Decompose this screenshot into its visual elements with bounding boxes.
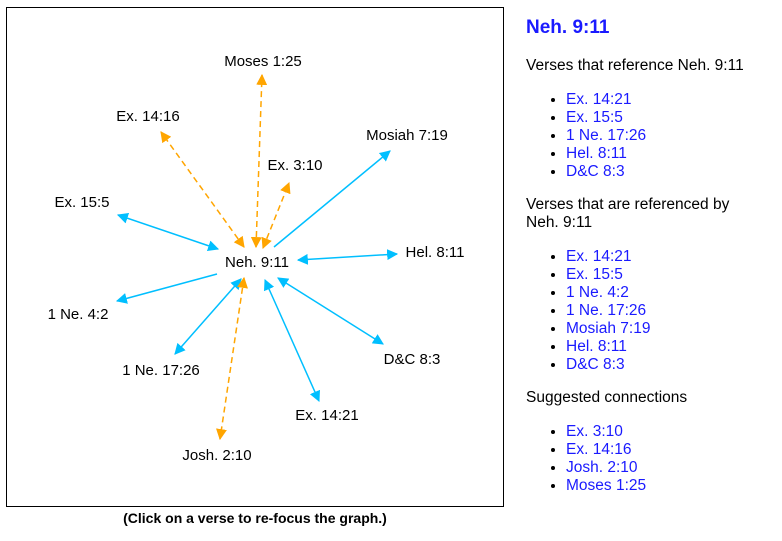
suggested-item: Moses 1:25 [566,477,766,495]
referenced-heading: Verses that are referenced by Neh. 9:11 [526,196,730,231]
reference-edge-hel811 [296,249,399,265]
referencing-item: D&C 8:3 [566,163,766,181]
referencing-list: Ex. 14:21Ex. 15:51 Ne. 17:26Hel. 8:11D&C… [526,91,766,181]
verse-link[interactable]: Ex. 14:16 [566,441,632,458]
suggested-edge-ex310 [261,181,291,250]
verse-node-mosiah719[interactable]: Mosiah 7:19 [366,127,448,144]
referenced-item: Mosiah 7:19 [566,320,766,338]
verse-node-ex1416[interactable]: Ex. 14:16 [116,108,179,125]
verse-link[interactable]: Hel. 8:11 [566,338,627,355]
referenced-item: Ex. 15:5 [566,266,766,284]
verse-node-1ne42[interactable]: 1 Ne. 4:2 [48,306,109,323]
referencing-heading: Verses that reference Neh. 9:11 [526,57,744,74]
verse-link[interactable]: 1 Ne. 17:26 [566,302,647,319]
reference-edge-dc83 [277,277,384,345]
referenced-item: 1 Ne. 17:26 [566,302,766,320]
reference-edge-1ne42 [115,273,218,304]
reference-edge-mosiah719 [273,150,391,248]
referencing-item: 1 Ne. 17:26 [566,127,766,145]
edge-layer [115,73,399,441]
focus-verse-node[interactable]: Neh. 9:11 [225,254,289,271]
reference-edge-1ne1726 [174,278,242,355]
referencing-item: Hel. 8:11 [566,145,766,163]
referenced-item: D&C 8:3 [566,356,766,374]
suggested-edge-josh210 [216,276,248,441]
verse-link[interactable]: Ex. 3:10 [566,423,623,440]
verse-node-ex1421[interactable]: Ex. 14:21 [295,407,358,424]
verse-node-ex155[interactable]: Ex. 15:5 [54,194,109,211]
focus-verse-title: Neh. 9:11 [526,17,610,38]
referenced-item: Ex. 14:21 [566,248,766,266]
referenced-list: Ex. 14:21Ex. 15:51 Ne. 4:21 Ne. 17:26Mos… [526,248,766,374]
verse-link[interactable]: Moses 1:25 [566,477,647,494]
verse-link[interactable]: Ex. 14:21 [566,91,632,108]
graph-canvas: Neh. 9:11 Moses 1:25 Ex. 14:16 Mosiah 7:19 E… [48,53,465,464]
suggested-edge-ex1416 [160,131,245,248]
sidebar: Neh. 9:11 Verses that reference Neh. 9:1… [526,16,766,510]
verse-node-1ne1726[interactable]: 1 Ne. 17:26 [122,362,200,379]
referencing-item: Ex. 14:21 [566,91,766,109]
reference-edge-ex1421 [264,278,320,403]
referenced-item: 1 Ne. 4:2 [566,284,766,302]
reference-edge-ex155 [116,212,220,252]
suggested-item: Ex. 14:16 [566,441,766,459]
verse-link[interactable]: Ex. 15:5 [566,266,623,283]
verse-link[interactable]: D&C 8:3 [566,163,625,180]
graph-caption: (Click on a verse to re-focus the graph.… [123,510,387,526]
verse-node-josh210[interactable]: Josh. 2:10 [182,447,251,464]
verse-link[interactable]: Mosiah 7:19 [566,320,651,337]
verse-graph[interactable]: Neh. 9:11 Moses 1:25 Ex. 14:16 Mosiah 7:19 E… [6,7,504,507]
referencing-item: Ex. 15:5 [566,109,766,127]
verse-link[interactable]: 1 Ne. 17:26 [566,127,647,144]
verse-link[interactable]: Hel. 8:11 [566,145,627,162]
verse-link[interactable]: 1 Ne. 4:2 [566,284,629,301]
verse-node-ex310[interactable]: Ex. 3:10 [267,157,322,174]
verse-link[interactable]: Josh. 2:10 [566,459,638,476]
suggested-heading: Suggested connections [526,389,688,406]
verse-node-moses125[interactable]: Moses 1:25 [224,53,302,70]
verse-link[interactable]: D&C 8:3 [566,356,625,373]
suggested-item: Josh. 2:10 [566,459,766,477]
suggested-edge-moses125 [250,73,268,249]
verse-node-hel811[interactable]: Hel. 8:11 [406,244,465,261]
referenced-item: Hel. 8:11 [566,338,766,356]
verse-link[interactable]: Ex. 15:5 [566,109,623,126]
verse-node-dc83[interactable]: D&C 8:3 [384,351,441,368]
label-layer: Neh. 9:11 Moses 1:25 Ex. 14:16 Mosiah 7:19 E… [48,53,465,464]
verse-link[interactable]: Ex. 14:21 [566,248,632,265]
suggested-item: Ex. 3:10 [566,423,766,441]
